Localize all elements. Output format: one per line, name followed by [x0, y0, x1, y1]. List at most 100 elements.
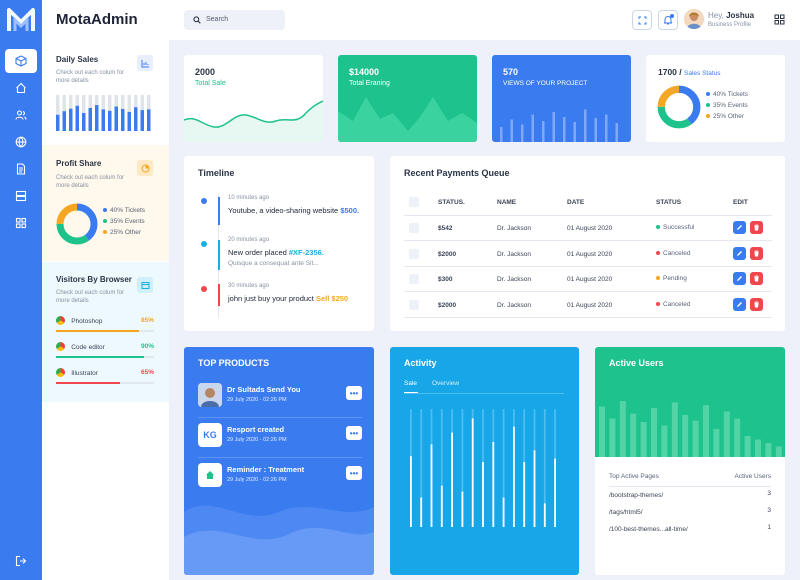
sales-status-header: 1700 / Sales Status [658, 67, 721, 77]
au-bar [734, 418, 741, 457]
rail-server-button[interactable] [5, 184, 37, 208]
rail-globe-button[interactable] [5, 130, 37, 154]
user-name: Joshua [726, 11, 755, 20]
search-input[interactable]: Search [184, 10, 285, 30]
browsers-subtitle: Check out each colum for more details [56, 290, 125, 304]
edit-button[interactable] [733, 297, 746, 311]
payment-name: Dr. Jackson [497, 250, 531, 258]
timeline-item: 10 minutes ago Youtube, a video-sharing … [228, 195, 360, 215]
sales-status-card: 1700 / Sales Status 40% Tickets 35% Even… [646, 55, 785, 142]
trash-icon [754, 275, 759, 282]
payment-status: Canceled [656, 250, 690, 257]
activity-card: Activity Sale Overview [390, 347, 579, 575]
edit-button[interactable] [733, 246, 746, 260]
edit-button[interactable] [733, 272, 746, 285]
au-bar [713, 429, 720, 457]
avatar[interactable] [684, 9, 704, 29]
legend-item: 25% Other [706, 113, 748, 120]
logout-icon [15, 555, 27, 567]
delete-button[interactable] [750, 221, 763, 234]
timeline-item: 20 minutes ago New order placed #XF-2356… [228, 237, 324, 267]
total-earning-label: Total Eraning [349, 80, 390, 87]
active-page-row[interactable]: /100-best-themes...all-time/ 1 [609, 524, 771, 533]
payment-status: Pending [656, 275, 687, 282]
total-sale-label: Total Sale [195, 80, 226, 87]
timeline-title: Timeline [198, 168, 235, 178]
notifications-button[interactable] [658, 10, 678, 30]
au-bar [755, 439, 761, 457]
active-page-row[interactable]: /bootstrap-themes/ 3 [609, 490, 771, 499]
rail-cube-button[interactable] [5, 49, 37, 73]
view-bar [500, 127, 503, 142]
trash-icon [754, 224, 759, 231]
product-item[interactable]: Dr Sultads Send You 29 July 2020 - 02:26… [198, 382, 362, 418]
active-users-title: Active Users [609, 358, 664, 368]
donut-slice [657, 85, 701, 129]
user-greeting: Hey, Joshua [708, 11, 755, 20]
bar [140, 110, 144, 131]
server-icon [15, 190, 27, 202]
payment-status: Canceled [656, 301, 690, 308]
rail-grid-button[interactable] [5, 211, 37, 235]
rail-logout-button[interactable] [5, 549, 37, 573]
payment-amount: $2000 [438, 301, 457, 309]
browser-progress-bar [56, 356, 145, 358]
payment-row: $2000 Dr. Jackson 01 August 2020 Canceled [404, 242, 772, 267]
activity-bar [482, 462, 484, 527]
sales-status-donut [657, 85, 701, 129]
payment-date: 01 August 2020 [567, 250, 613, 258]
chrome-icon [56, 368, 65, 378]
more-button[interactable]: ••• [346, 426, 362, 440]
product-item[interactable]: KG Resport created 29 July 2020 - 02:26 … [198, 422, 362, 458]
search-placeholder: Search [206, 16, 229, 23]
top-products-card: TOP PRODUCTS Dr Sultads Send You 29 July… [184, 347, 374, 575]
daily-sales-title: Daily Sales [56, 55, 99, 64]
row-checkbox[interactable] [409, 223, 419, 233]
row-checkbox[interactable] [409, 248, 419, 259]
rail-document-button[interactable] [5, 157, 37, 181]
browser-name: Code editor [71, 344, 105, 351]
more-button[interactable]: ••• [346, 466, 362, 480]
browsers-title: Visitors By Browser [56, 275, 132, 284]
active-users-header [595, 347, 785, 457]
row-checkbox[interactable] [409, 274, 419, 284]
bar [108, 110, 112, 131]
browser-row-code-editor: Code editor 90% [56, 342, 154, 358]
more-button[interactable]: ••• [346, 386, 362, 400]
row-checkbox[interactable] [409, 299, 419, 310]
active-page-row[interactable]: /tags/html5/ 3 [609, 507, 771, 516]
bar [101, 109, 105, 131]
legend-item: 35% Events [706, 102, 748, 109]
edit-button[interactable] [733, 221, 746, 234]
au-bar [692, 420, 699, 457]
tab-overview[interactable]: Overview [432, 380, 460, 387]
col-top-pages: Top Active Pages [609, 473, 659, 480]
apps-grid-button[interactable] [774, 14, 785, 27]
browser-name: Photoshop [71, 318, 103, 325]
bar [147, 109, 151, 131]
tab-sale[interactable]: Sale [404, 380, 418, 387]
payment-amount: $300 [438, 276, 453, 283]
delete-button[interactable] [750, 246, 763, 260]
rail-users-button[interactable] [5, 103, 37, 127]
icon-rail [0, 0, 42, 580]
delete-button[interactable] [750, 272, 763, 285]
select-all-checkbox[interactable] [409, 197, 419, 207]
delete-button[interactable] [750, 297, 763, 311]
view-bar [615, 123, 618, 142]
home-icon [198, 463, 222, 487]
timeline-dot [201, 198, 207, 204]
payment-name: Dr. Jackson [497, 225, 531, 232]
browser-row-photoshop: Photoshop 85% [56, 316, 154, 332]
bell-icon [663, 16, 673, 25]
view-bar [605, 114, 608, 142]
profit-share-donut [56, 203, 98, 245]
product-item[interactable]: Reminder : Treatment 29 July 2020 - 02:2… [198, 462, 362, 498]
trash-icon [754, 249, 759, 257]
sales-status-label: Sales Status [684, 70, 721, 77]
rail-home-button[interactable] [5, 76, 37, 100]
views-label: VIEWS OF YOUR PROJECT [503, 80, 588, 87]
user-role: Business Profile [708, 22, 752, 28]
fullscreen-button[interactable] [632, 10, 652, 30]
activity-bars [410, 409, 556, 527]
